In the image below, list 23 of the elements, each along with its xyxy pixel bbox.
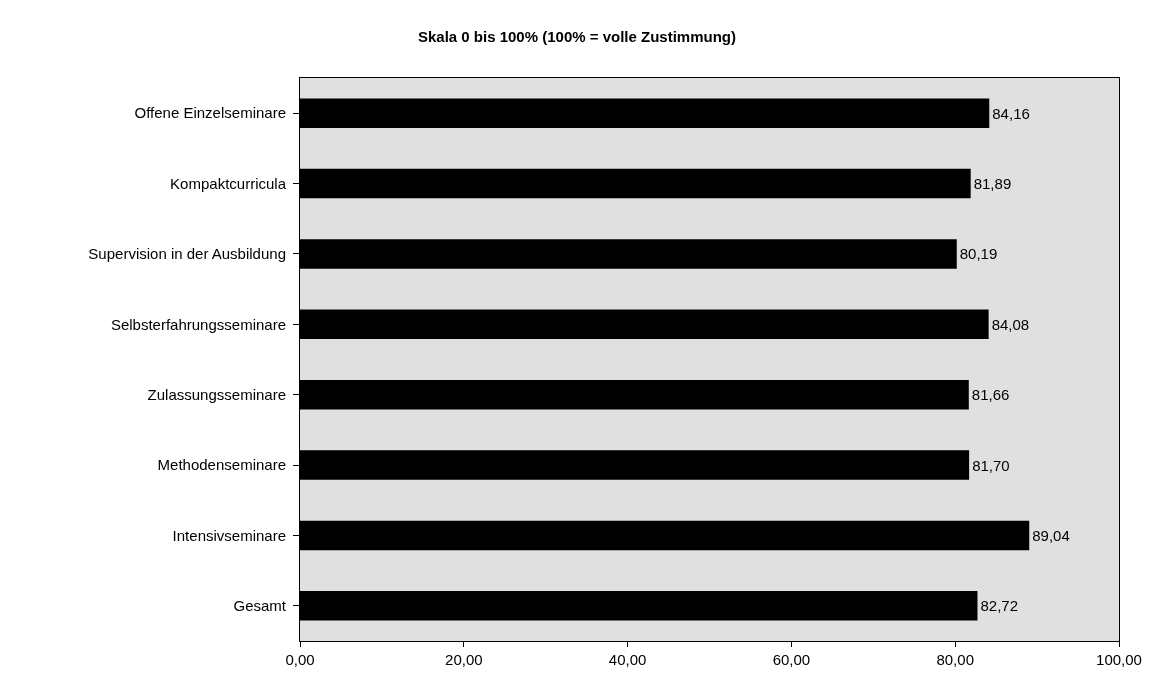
data-label: 81,70	[972, 456, 1010, 474]
data-label: 81,66	[971, 386, 1010, 404]
chart-title: Skala 0 bis 100% (100% = volle Zustimmung)	[417, 27, 737, 45]
y-tick-label: Zulassungsseminare	[147, 385, 286, 403]
data-label: 84,16	[992, 104, 1030, 122]
x-tick-label: 100,00	[1096, 651, 1142, 668]
y-tick-label: Gesamt	[233, 597, 287, 615]
data-label: 81,89	[973, 175, 1012, 193]
x-tick-label: 80,00	[936, 651, 974, 668]
y-tick-label: Intensivseminare	[172, 526, 286, 544]
data-label: 84,08	[991, 315, 1030, 333]
y-tick-label: Kompaktcurricula	[170, 174, 287, 192]
y-tick-label: Offene Einzelseminare	[134, 104, 286, 122]
x-tick-label: 40,00	[608, 651, 647, 668]
data-label: 80,19	[959, 245, 998, 263]
x-tick-label: 0,00	[285, 651, 315, 668]
x-tick-label: 60,00	[772, 651, 811, 668]
y-tick-label: Selbsterfahrungsseminare	[110, 315, 286, 333]
y-tick-label: Supervision in der Ausbildung	[88, 245, 286, 263]
data-label: 89,04	[1032, 526, 1070, 544]
data-label: 82,72	[980, 597, 1019, 615]
y-tick-label: Methodenseminare	[157, 456, 286, 474]
x-tick-label: 20,00	[445, 651, 483, 668]
